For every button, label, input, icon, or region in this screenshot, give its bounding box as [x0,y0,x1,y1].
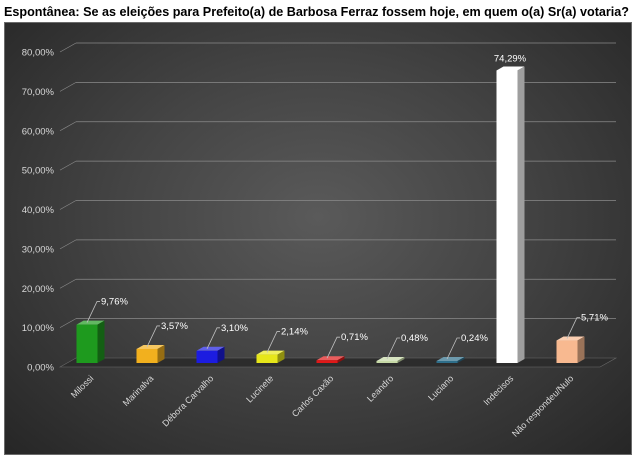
data-label-leader [326,336,340,359]
data-label-leader [146,325,160,348]
bar-chart: 0,00% 10,00% 20,00% 30,00% 40,00% 50,00% 60,00… [22,42,618,439]
y-tick-label: 10,00% [22,323,55,334]
bar-side [397,357,405,363]
bar [376,361,398,363]
bar-side [277,350,285,363]
data-label-leader [266,331,280,353]
x-tick-label: Carlos Caxão [290,373,336,419]
gridline-depth [59,200,77,210]
data-label: 0,24% [461,333,488,344]
data-label: 9,76% [101,297,128,308]
y-tick-label: 20,00% [22,284,55,295]
x-tick-label: Marinalva [121,373,156,408]
data-label: 3,57% [161,321,188,332]
bar-side [517,66,525,363]
data-label: 3,10% [221,323,248,334]
bar-top [256,350,285,355]
gridline-depth [59,278,77,289]
gridline-depth [59,82,77,92]
data-label-leader [446,337,460,360]
gridline-depth [59,239,77,250]
bar-top [556,336,585,341]
bar-top [196,346,225,351]
bar-side [577,336,585,363]
gridline-depth [59,160,77,171]
y-tick-label: 0,00% [27,363,54,374]
y-tick-label: 70,00% [22,87,55,98]
bar-side [157,344,165,363]
bar-top [316,356,345,361]
x-tick-label: Não respondeu/Nulo [510,373,575,438]
data-label-leader [566,317,580,339]
x-tick-label: Milossi [69,373,96,400]
bar [76,324,98,363]
bar [496,70,518,363]
data-label-leader [386,337,400,360]
bar-top [136,344,165,349]
data-label: 0,71% [341,332,368,343]
bar-side [457,357,465,363]
x-tick-label: Débora Carvalho [160,373,215,428]
x-tick-label: Lucinete [244,373,275,404]
y-tick-label: 40,00% [22,205,55,216]
bar [136,348,158,363]
bar-top [76,320,105,325]
data-label: 0,48% [401,333,428,344]
bar [316,360,338,363]
data-label: 5,71% [581,313,608,324]
data-label-leader [206,327,220,349]
bar [256,354,278,363]
bar-side [97,320,105,363]
data-label: 2,14% [281,327,308,338]
chart-panel [4,22,632,455]
x-tick-label: Indecisos [481,373,515,407]
bar-side [217,346,225,363]
chart-title: Espontânea: Se as eleições para Prefeito… [4,5,629,19]
bar-top [376,357,405,361]
gridline-depth [59,121,77,132]
y-tick-label: 80,00% [22,48,55,59]
gridline-depth [59,42,77,53]
x-tick-label: Luciano [426,373,455,402]
data-label: 74,29% [494,53,527,64]
y-tick-label: 30,00% [22,244,55,255]
bar-side [337,356,345,363]
x-tick-label: Leandro [365,373,395,403]
bar [436,361,458,363]
bar-top [496,66,525,71]
y-tick-label: 60,00% [22,126,55,137]
bar [556,340,578,363]
gridline-depth [59,318,77,328]
bar [196,350,218,363]
bar-top [436,357,465,361]
data-label-leader [86,301,100,323]
y-tick-label: 50,00% [22,166,55,177]
